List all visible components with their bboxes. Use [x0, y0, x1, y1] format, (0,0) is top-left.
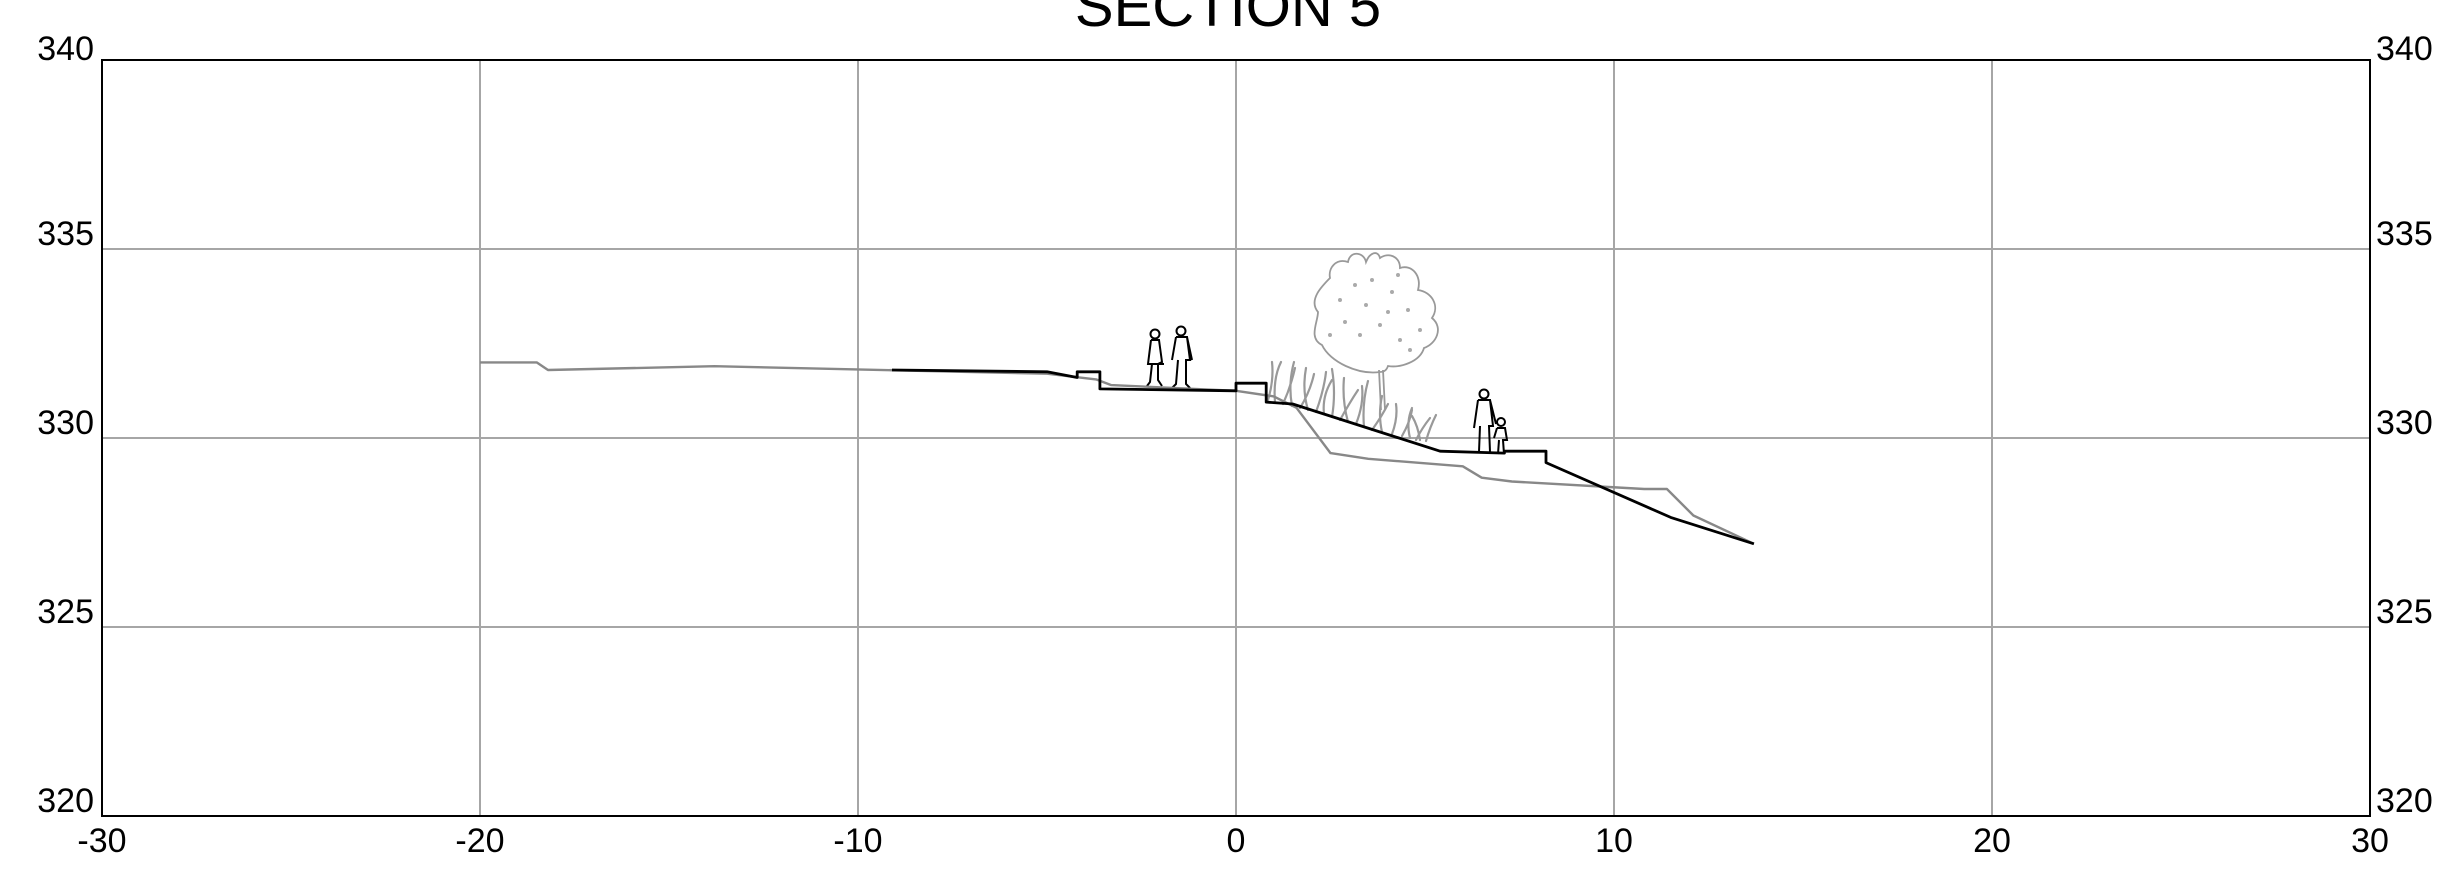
people-couple-illustration: [1146, 325, 1193, 389]
x-tick-label: 0: [1227, 822, 1246, 860]
x-tick-label: 20: [1973, 822, 2011, 860]
y-tick-label-right: 330: [2376, 404, 2433, 442]
y-tick-label-left: 330: [37, 404, 94, 442]
y-tick-label-left: 320: [37, 782, 94, 820]
section-profiles: [480, 361, 1755, 546]
x-tick-label: -30: [77, 822, 126, 860]
x-tick-label: -20: [455, 822, 504, 860]
x-tick-label: 10: [1595, 822, 1633, 860]
grass-illustration: [1266, 360, 1438, 443]
plot-frame: [101, 59, 2371, 817]
people-adult-child-illustration: [1473, 388, 1509, 455]
y-tick-label-right: 340: [2376, 30, 2433, 68]
profile-line-existing: [480, 361, 1755, 545]
tree-foliage: [1328, 273, 1422, 352]
tree-illustration: [1313, 252, 1439, 411]
grid: [102, 60, 2370, 816]
profile-line-proposed: [891, 368, 1755, 546]
x-tick-label: 30: [2351, 822, 2389, 860]
y-tick-label-right: 335: [2376, 215, 2433, 253]
y-tick-label-right: 325: [2376, 593, 2433, 631]
x-tick-label: -10: [833, 822, 882, 860]
y-tick-label-left: 325: [37, 593, 94, 631]
y-tick-label-left: 335: [37, 215, 94, 253]
y-tick-label-left: 340: [37, 30, 94, 68]
page-title: SECTION 5: [1074, 0, 1382, 39]
y-tick-label-right: 320: [2376, 782, 2433, 820]
